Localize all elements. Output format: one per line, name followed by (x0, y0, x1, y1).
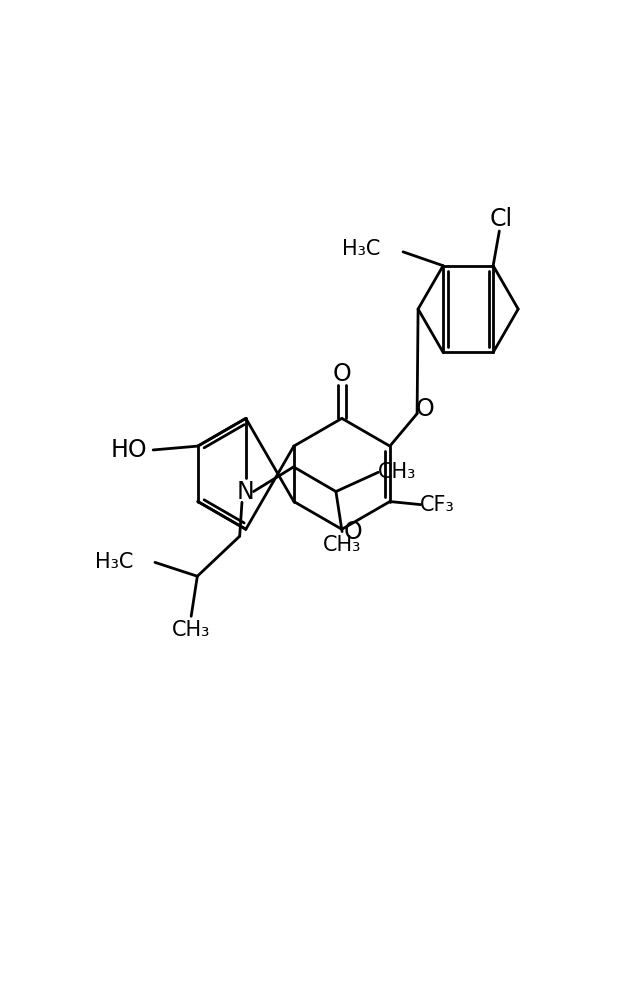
Text: CH₃: CH₃ (172, 620, 211, 641)
Text: H₃C: H₃C (95, 552, 133, 573)
Text: CF₃: CF₃ (420, 495, 455, 515)
Text: O: O (415, 397, 434, 421)
Text: O: O (333, 362, 351, 386)
Text: O: O (343, 521, 362, 544)
Text: CH₃: CH₃ (378, 462, 416, 482)
Text: Cl: Cl (490, 207, 513, 230)
Text: HO: HO (110, 438, 147, 461)
Text: H₃C: H₃C (342, 239, 380, 259)
Text: N: N (237, 479, 255, 504)
Text: CH₃: CH₃ (323, 535, 361, 555)
